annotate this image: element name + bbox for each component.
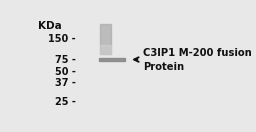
Bar bbox=[100, 24, 111, 55]
Text: 75 -: 75 - bbox=[55, 55, 76, 65]
Text: 25 -: 25 - bbox=[55, 97, 76, 107]
Text: 37 -: 37 - bbox=[55, 78, 76, 88]
Text: 150 -: 150 - bbox=[48, 34, 76, 44]
Text: 50 -: 50 - bbox=[55, 67, 76, 77]
Bar bbox=[100, 45, 111, 55]
Text: C3IP1 M-200 fusion: C3IP1 M-200 fusion bbox=[143, 48, 252, 58]
Text: KDa: KDa bbox=[38, 21, 62, 31]
Bar bbox=[99, 58, 125, 61]
Text: Protein: Protein bbox=[143, 62, 184, 72]
